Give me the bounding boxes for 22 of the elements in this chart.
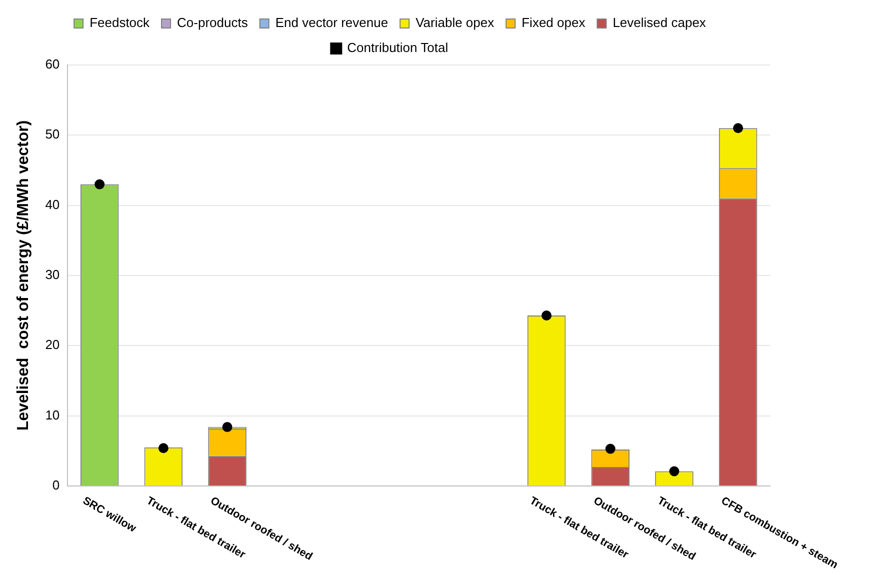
point (669, 466, 680, 476)
point (605, 444, 616, 454)
y-tick-label: 60 (45, 56, 60, 72)
legend-label: Contribution Total (347, 40, 448, 56)
y-tick-label: 30 (45, 267, 60, 282)
legend-label: Feedstock (90, 15, 150, 30)
point (542, 310, 552, 320)
legend-label: Fixed opex (522, 15, 586, 30)
legend-label: End vector revenue (275, 15, 388, 30)
y-tick-label: 20 (45, 337, 60, 352)
legend-label: Co-products (177, 15, 248, 30)
y-tick-label: 10 (45, 407, 60, 422)
point (158, 443, 168, 454)
y-tick-label: 0 (52, 478, 60, 493)
y-axis-title: Levelised cost of energy (£/MWh vector) (15, 120, 32, 431)
legend-label: Variable opex (416, 15, 495, 30)
y-tick-label: 50 (45, 126, 60, 142)
legend-label: Levelised capex (612, 15, 706, 30)
point (222, 422, 232, 432)
point (733, 123, 744, 134)
point (94, 179, 105, 190)
y-tick-label: 40 (45, 196, 60, 212)
